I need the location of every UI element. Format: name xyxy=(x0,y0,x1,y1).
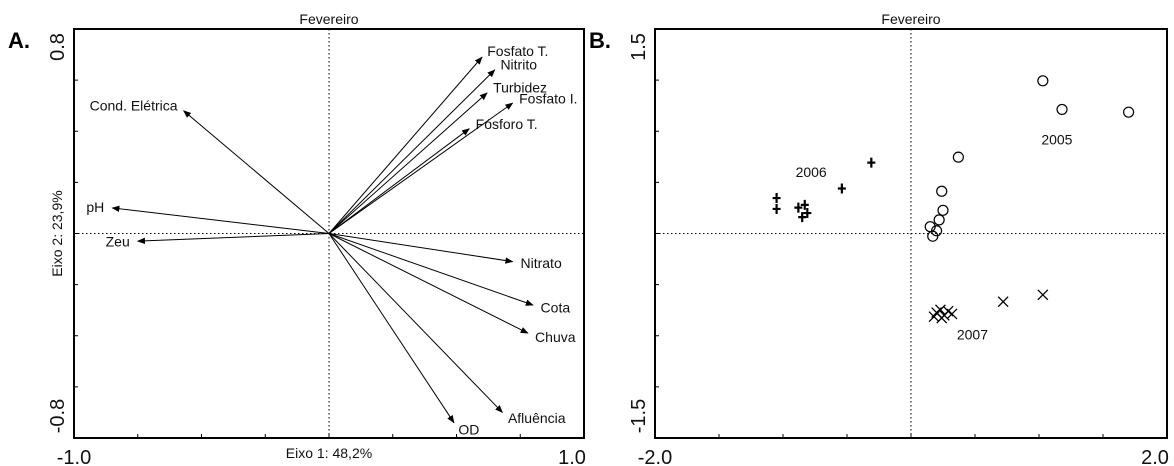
vector-arrow xyxy=(328,233,514,264)
data-point-2006 xyxy=(772,193,781,204)
data-point-2006 xyxy=(867,157,876,168)
series-label-2006: 2006 xyxy=(796,164,827,180)
panelA-y-tick-label: 0.8 xyxy=(47,33,69,61)
data-point-2005 xyxy=(927,230,939,242)
series-label-2005: 2005 xyxy=(1041,131,1072,147)
panelB-x-tick-label: -2.0 xyxy=(638,447,672,466)
vector-label: Cond. Elétrica xyxy=(90,98,178,114)
data-point-2007 xyxy=(936,312,948,324)
data-point-2006 xyxy=(798,212,807,223)
panelB-y-tick-label: 1.5 xyxy=(628,33,650,61)
vector-label: Cota xyxy=(541,300,571,316)
panelB-title: Fevereiro xyxy=(881,11,940,27)
data-point-2006 xyxy=(800,199,809,210)
panelA-x-axis-label: Eixo 1: 48,2% xyxy=(286,445,372,461)
panelA-title: Fevereiro xyxy=(299,11,358,27)
vector-label: Nitrito xyxy=(500,56,537,72)
data-point-2005 xyxy=(1056,103,1068,116)
vector-label: Fósforo T. xyxy=(476,116,538,132)
panelA-y-tick-label: -0.8 xyxy=(47,399,69,433)
vector-arrow xyxy=(328,69,496,234)
panelB-x-tick-label: 2.0 xyxy=(1141,447,1169,466)
vector-label: Turbidez xyxy=(493,80,547,96)
data-point-2005 xyxy=(933,214,945,226)
vector-arrow xyxy=(328,56,483,234)
panelB-y-tick-label: -1.5 xyxy=(628,399,650,433)
vector-label: Afluência xyxy=(508,410,566,426)
data-point-2006 xyxy=(837,183,846,194)
vector-arrow xyxy=(328,233,534,306)
vector-arrow xyxy=(328,128,470,234)
vector-label: Zeu xyxy=(106,233,130,249)
data-point-2007 xyxy=(946,308,958,320)
vector-arrow xyxy=(328,92,488,234)
vector-label: Fosfato T. xyxy=(487,43,548,59)
vector-label: pH xyxy=(86,199,104,215)
vector-arrow xyxy=(111,205,330,234)
panelA-label: A. xyxy=(8,28,30,53)
vector-label: Fosfato I. xyxy=(519,90,577,106)
vector-arrow xyxy=(328,233,503,414)
data-point-2007 xyxy=(997,296,1009,308)
vector-label: Chuva xyxy=(535,329,576,345)
data-point-2007 xyxy=(1037,289,1049,301)
vector-label: Nitrato xyxy=(521,255,562,271)
data-point-2006 xyxy=(794,202,803,213)
vector-arrow xyxy=(328,102,514,234)
panelA-x-tick-label: -1.0 xyxy=(57,447,91,466)
data-point-2005 xyxy=(1037,75,1049,87)
panelA-y-axis-label: Eixo 2: 23,9% xyxy=(49,190,65,276)
data-point-2005 xyxy=(952,151,964,163)
vector-label: OD xyxy=(458,421,479,437)
data-point-2005 xyxy=(937,204,949,216)
panelA-x-tick-label: 1.0 xyxy=(558,447,586,466)
series-label-2007: 2007 xyxy=(957,326,988,342)
panelB-label: B. xyxy=(589,28,611,53)
vector-arrow xyxy=(183,110,330,234)
data-point-2006 xyxy=(803,208,812,219)
vector-arrow xyxy=(328,233,455,424)
data-point-2006 xyxy=(772,203,781,214)
vector-arrow xyxy=(136,233,330,245)
data-point-2005 xyxy=(936,185,948,197)
data-point-2005 xyxy=(1122,106,1135,118)
vector-arrow xyxy=(328,233,529,334)
